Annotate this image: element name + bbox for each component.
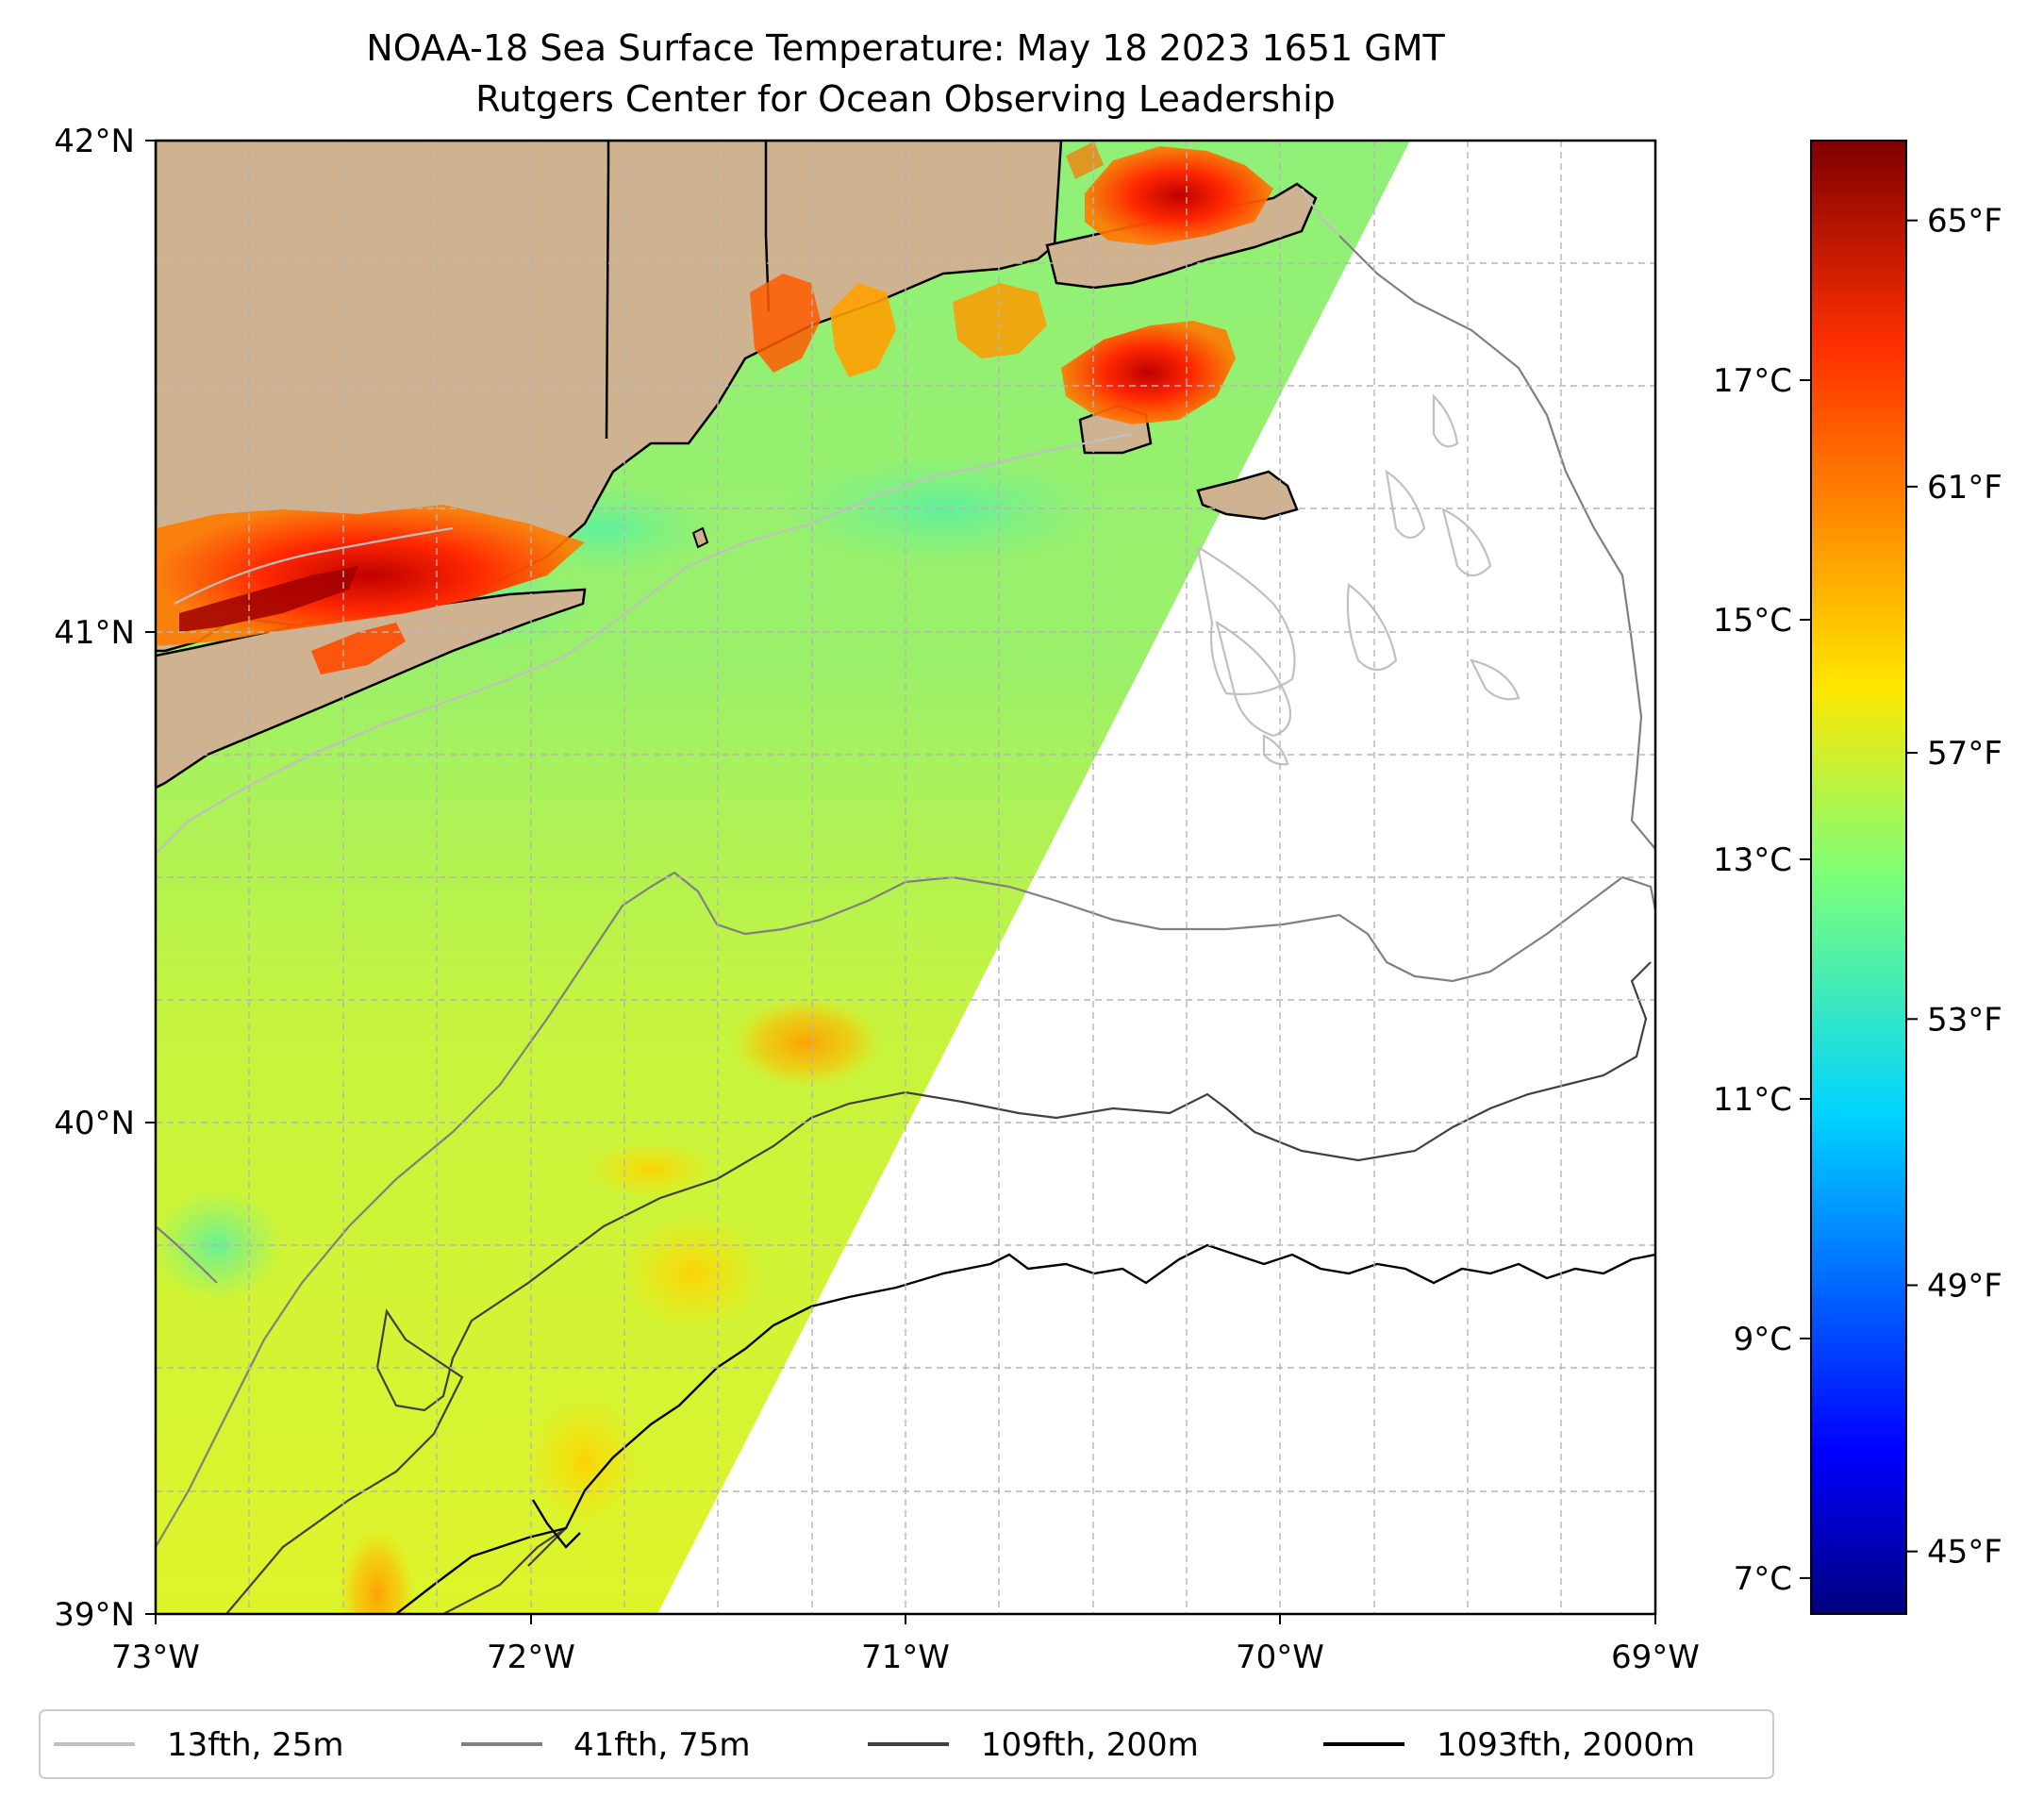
map-title: NOAA-18 Sea Surface Temperature: May 18 … (366, 27, 1445, 69)
lon-tick-label-73w: 73°W (111, 1639, 200, 1676)
isobath-75m (156, 235, 1655, 1548)
lat-tick-label-40n: 40°N (54, 1105, 135, 1142)
lon-tick-label-69w: 69°W (1611, 1639, 1700, 1676)
colorbar-fahrenheit-tick-label: 49°F (1927, 1267, 2002, 1305)
colorbar: 17°C 15°C 13°C 11°C 9°C 7°C 65°F 61°F 57°F 53°F 49… (1713, 140, 2002, 1615)
colorbar-ticks: 17°C 15°C 13°C 11°C 9°C 7°C 65°F 61°F 57°F 53°F 49… (1713, 203, 2002, 1598)
colorbar-celsius-tick-label: 17°C (1713, 362, 1792, 400)
colorbar-celsius-tick-label: 15°C (1713, 602, 1792, 640)
lat-tick-label-42n: 42°N (54, 123, 135, 160)
legend-label-75m: 41fth, 75m (573, 1726, 751, 1764)
map-subtitle: Rutgers Center for Ocean Observing Leade… (475, 78, 1336, 120)
contour-legend: 13fth, 25m 41fth, 75m 109fth, 200m 1093f… (39, 1709, 1774, 1779)
lon-tick-label-72w: 72°W (487, 1639, 575, 1676)
colorbar-gradient (1810, 140, 1907, 1615)
lon-tick-label-70w: 70°W (1236, 1639, 1324, 1676)
legend-label-25m: 13fth, 25m (167, 1726, 344, 1764)
legend-label-200m: 109fth, 200m (981, 1726, 1199, 1764)
isobath-200m (225, 961, 1652, 1614)
legend-label-2000m: 1093fth, 2000m (1437, 1726, 1695, 1764)
colorbar-celsius-tick-label: 13°C (1713, 841, 1792, 879)
colorbar-celsius-tick-label: 11°C (1713, 1081, 1792, 1119)
colorbar-fahrenheit-tick-label: 61°F (1927, 469, 2002, 507)
graticule (156, 141, 1655, 1614)
nearshore-warm-water (156, 141, 1273, 674)
colorbar-fahrenheit-tick-label: 57°F (1927, 735, 2002, 773)
isobath-2000m (395, 1243, 1655, 1614)
isobath-25m (156, 188, 1521, 855)
colorbar-celsius-tick-label: 9°C (1734, 1321, 1792, 1358)
colorbar-fahrenheit-tick-label: 53°F (1927, 1001, 2002, 1039)
axis-ticks (145, 140, 1656, 1624)
lat-tick-label-41n: 41°N (54, 614, 135, 652)
lat-tick-label-39n: 39°N (54, 1596, 135, 1634)
colorbar-fahrenheit-tick-label: 65°F (1927, 203, 2002, 241)
colorbar-celsius-tick-label: 7°C (1734, 1560, 1792, 1598)
colorbar-fahrenheit-tick-label: 45°F (1927, 1534, 2002, 1572)
map-area (156, 141, 1655, 1614)
block-island (691, 526, 709, 549)
lon-tick-label-71w: 71°W (861, 1639, 950, 1676)
